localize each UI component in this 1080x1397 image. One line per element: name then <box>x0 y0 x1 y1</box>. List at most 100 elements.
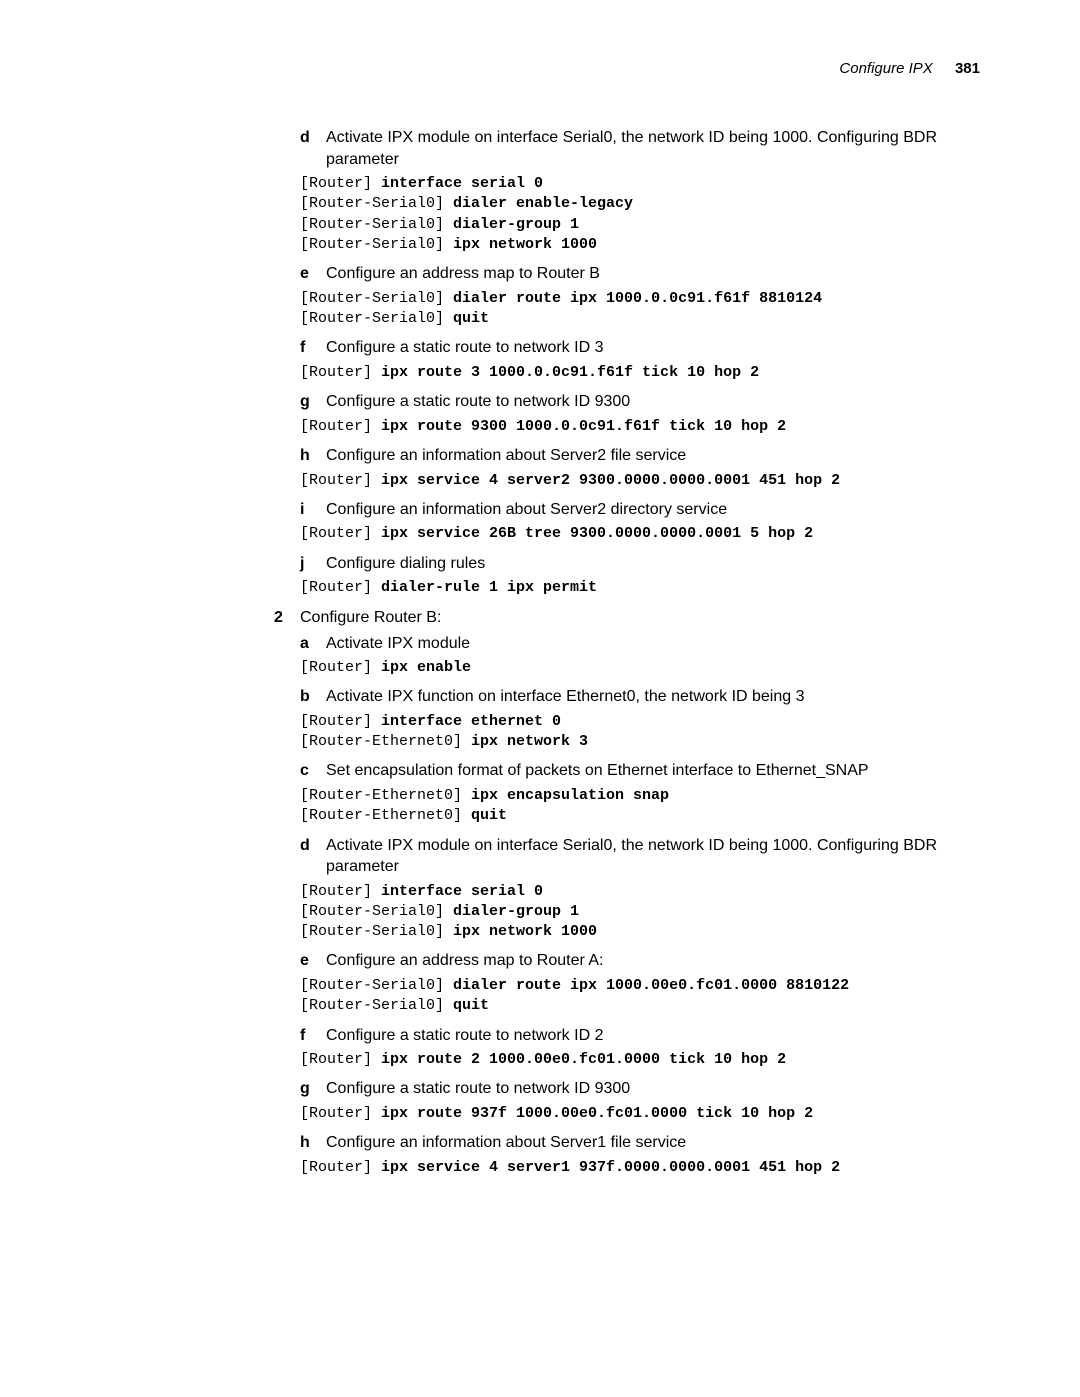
command: ipx network 1000 <box>453 923 597 940</box>
page-header: Configure IPX 381 <box>300 60 980 77</box>
prompt: [Router] <box>300 659 381 676</box>
step-letter: d <box>300 835 326 878</box>
step-letter: h <box>300 445 326 467</box>
command: ipx encapsulation snap <box>471 787 669 804</box>
code-1i: [Router] ipx service 26B tree 9300.0000.… <box>300 524 980 544</box>
code-1e: [Router-Serial0] dialer route ipx 1000.0… <box>300 289 980 330</box>
prompt: [Router-Serial0] <box>300 977 453 994</box>
prompt: [Router-Serial0] <box>300 903 453 920</box>
step-2c: c Set encapsulation format of packets on… <box>300 760 980 782</box>
command: ipx route 2 1000.00e0.fc01.0000 tick 10 … <box>381 1051 786 1068</box>
command: ipx route 937f 1000.00e0.fc01.0000 tick … <box>381 1105 813 1122</box>
outer-step-label: Configure Router B: <box>300 609 441 627</box>
code-2e: [Router-Serial0] dialer route ipx 1000.0… <box>300 976 980 1017</box>
command: dialer route ipx 1000.0.0c91.f61f 881012… <box>453 290 822 307</box>
prompt: [Router] <box>300 418 381 435</box>
step-2f: f Configure a static route to network ID… <box>300 1025 980 1047</box>
prompt: [Router] <box>300 472 381 489</box>
header-page-number: 381 <box>955 60 980 77</box>
step-1d: d Activate IPX module on interface Seria… <box>300 127 980 170</box>
step-1j: j Configure dialing rules <box>300 553 980 575</box>
step-desc: Configure an address map to Router B <box>326 263 980 285</box>
prompt: [Router-Serial0] <box>300 310 453 327</box>
step-1h: h Configure an information about Server2… <box>300 445 980 467</box>
command: ipx route 9300 1000.0.0c91.f61f tick 10 … <box>381 418 786 435</box>
code-2g: [Router] ipx route 937f 1000.00e0.fc01.0… <box>300 1104 980 1124</box>
prompt: [Router] <box>300 579 381 596</box>
outer-step-2: 2 Configure Router B: <box>274 609 980 627</box>
code-2b: [Router] interface ethernet 0 [Router-Et… <box>300 712 980 753</box>
command: dialer-group 1 <box>453 216 579 233</box>
command: interface serial 0 <box>381 883 543 900</box>
command: ipx enable <box>381 659 471 676</box>
code-2c: [Router-Ethernet0] ipx encapsulation sna… <box>300 786 980 827</box>
step-2b: b Activate IPX function on interface Eth… <box>300 686 980 708</box>
step-1g: g Configure a static route to network ID… <box>300 391 980 413</box>
command: interface ethernet 0 <box>381 713 561 730</box>
code-1j: [Router] dialer-rule 1 ipx permit <box>300 578 980 598</box>
step-2g: g Configure a static route to network ID… <box>300 1078 980 1100</box>
step-1e: e Configure an address map to Router B <box>300 263 980 285</box>
step-desc: Configure an address map to Router A: <box>326 950 980 972</box>
step-desc: Configure dialing rules <box>326 553 980 575</box>
code-2f: [Router] ipx route 2 1000.00e0.fc01.0000… <box>300 1050 980 1070</box>
code-1d: [Router] interface serial 0 [Router-Seri… <box>300 174 980 255</box>
code-1g: [Router] ipx route 9300 1000.0.0c91.f61f… <box>300 417 980 437</box>
step-desc: Activate IPX module on interface Serial0… <box>326 127 980 170</box>
step-letter: i <box>300 499 326 521</box>
step-desc: Configure a static route to network ID 2 <box>326 1025 980 1047</box>
prompt: [Router-Ethernet0] <box>300 733 471 750</box>
step-letter: g <box>300 391 326 413</box>
prompt: [Router-Serial0] <box>300 236 453 253</box>
prompt: [Router] <box>300 1159 381 1176</box>
step-letter: h <box>300 1132 326 1154</box>
prompt: [Router] <box>300 883 381 900</box>
step-desc: Configure a static route to network ID 9… <box>326 1078 980 1100</box>
code-2h: [Router] ipx service 4 server1 937f.0000… <box>300 1158 980 1178</box>
page-content: Configure IPX 381 d Activate IPX module … <box>0 0 1080 1226</box>
step-desc: Set encapsulation format of packets on E… <box>326 760 980 782</box>
code-2a: [Router] ipx enable <box>300 658 980 678</box>
command: ipx network 1000 <box>453 236 597 253</box>
step-desc: Activate IPX module <box>326 633 980 655</box>
prompt: [Router] <box>300 713 381 730</box>
prompt: [Router] <box>300 1051 381 1068</box>
step-letter: e <box>300 263 326 285</box>
command: ipx service 4 server2 9300.0000.0000.000… <box>381 472 840 489</box>
prompt: [Router-Ethernet0] <box>300 787 471 804</box>
prompt: [Router-Serial0] <box>300 923 453 940</box>
prompt: [Router-Ethernet0] <box>300 807 471 824</box>
prompt: [Router-Serial0] <box>300 290 453 307</box>
step-2d: d Activate IPX module on interface Seria… <box>300 835 980 878</box>
command: dialer-rule 1 ipx permit <box>381 579 597 596</box>
step-letter: f <box>300 1025 326 1047</box>
step-2a: a Activate IPX module <box>300 633 980 655</box>
step-desc: Configure an information about Server2 f… <box>326 445 980 467</box>
step-letter: e <box>300 950 326 972</box>
prompt: [Router-Serial0] <box>300 216 453 233</box>
prompt: [Router] <box>300 525 381 542</box>
prompt: [Router-Serial0] <box>300 997 453 1014</box>
step-2e: e Configure an address map to Router A: <box>300 950 980 972</box>
step-2h: h Configure an information about Server1… <box>300 1132 980 1154</box>
command: ipx network 3 <box>471 733 588 750</box>
command: interface serial 0 <box>381 175 543 192</box>
step-letter: c <box>300 760 326 782</box>
step-desc: Configure an information about Server2 d… <box>326 499 980 521</box>
step-desc: Configure a static route to network ID 3 <box>326 337 980 359</box>
prompt: [Router-Serial0] <box>300 195 453 212</box>
command: dialer route ipx 1000.00e0.fc01.0000 881… <box>453 977 849 994</box>
step-letter: f <box>300 337 326 359</box>
command: quit <box>471 807 507 824</box>
outer-step-number: 2 <box>274 609 300 627</box>
step-letter: b <box>300 686 326 708</box>
step-1i: i Configure an information about Server2… <box>300 499 980 521</box>
prompt: [Router] <box>300 364 381 381</box>
step-desc: Activate IPX function on interface Ether… <box>326 686 980 708</box>
step-letter: j <box>300 553 326 575</box>
command: dialer-group 1 <box>453 903 579 920</box>
command: ipx service 4 server1 937f.0000.0000.000… <box>381 1159 840 1176</box>
command: dialer enable-legacy <box>453 195 633 212</box>
command: ipx service 26B tree 9300.0000.0000.0001… <box>381 525 813 542</box>
code-2d: [Router] interface serial 0 [Router-Seri… <box>300 882 980 943</box>
